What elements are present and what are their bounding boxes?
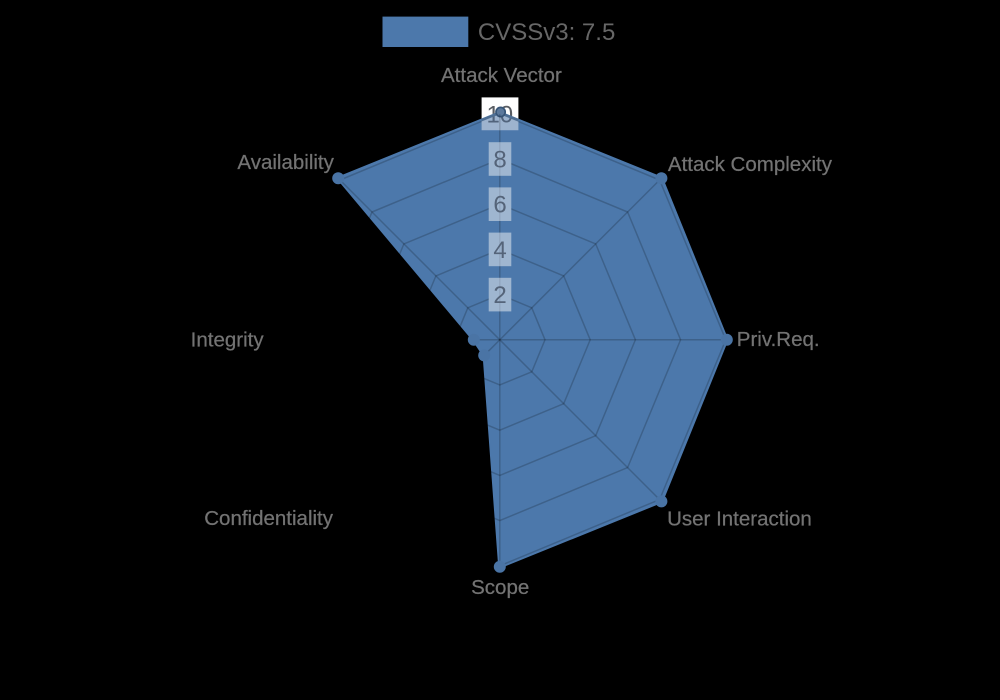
svg-text:2: 2 [493,282,506,309]
svg-text:Scope: Scope [471,576,529,599]
svg-text:Attack Complexity: Attack Complexity [668,153,833,176]
svg-text:Attack Vector: Attack Vector [441,64,562,87]
svg-text:CVSSv3: 7.5: CVSSv3: 7.5 [478,19,615,46]
svg-text:Availability: Availability [237,151,334,174]
svg-text:User Interaction: User Interaction [667,508,812,531]
svg-text:Priv.Req.: Priv.Req. [737,328,820,351]
svg-text:6: 6 [493,192,506,219]
svg-text:8: 8 [493,147,506,174]
svg-text:Integrity: Integrity [191,328,265,351]
svg-text:Confidentiality: Confidentiality [204,507,334,530]
svg-text:4: 4 [493,237,506,264]
